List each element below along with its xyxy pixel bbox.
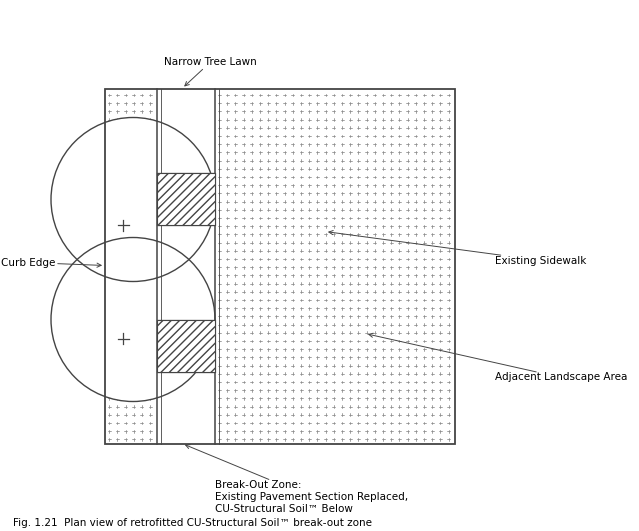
Text: Curb Edge: Curb Edge xyxy=(1,258,101,268)
Circle shape xyxy=(51,117,215,281)
Bar xyxy=(157,174,215,226)
Bar xyxy=(105,89,455,443)
Text: Fig. 1.21  Plan view of retrofitted CU-Structural Soil™ break-out zone: Fig. 1.21 Plan view of retrofitted CU-St… xyxy=(13,518,372,528)
Circle shape xyxy=(51,237,215,401)
Bar xyxy=(157,320,215,372)
Bar xyxy=(157,89,215,443)
Text: Existing Sidewalk: Existing Sidewalk xyxy=(329,230,587,266)
Bar xyxy=(157,320,215,372)
Text: Adjacent Landscape Area: Adjacent Landscape Area xyxy=(369,333,627,382)
Text: Break-Out Zone:
Existing Pavement Section Replaced,
CU-Structural Soil™ Below: Break-Out Zone: Existing Pavement Sectio… xyxy=(185,444,408,513)
Bar xyxy=(105,89,455,443)
Text: Narrow Tree Lawn: Narrow Tree Lawn xyxy=(164,57,256,86)
Bar xyxy=(157,174,215,226)
